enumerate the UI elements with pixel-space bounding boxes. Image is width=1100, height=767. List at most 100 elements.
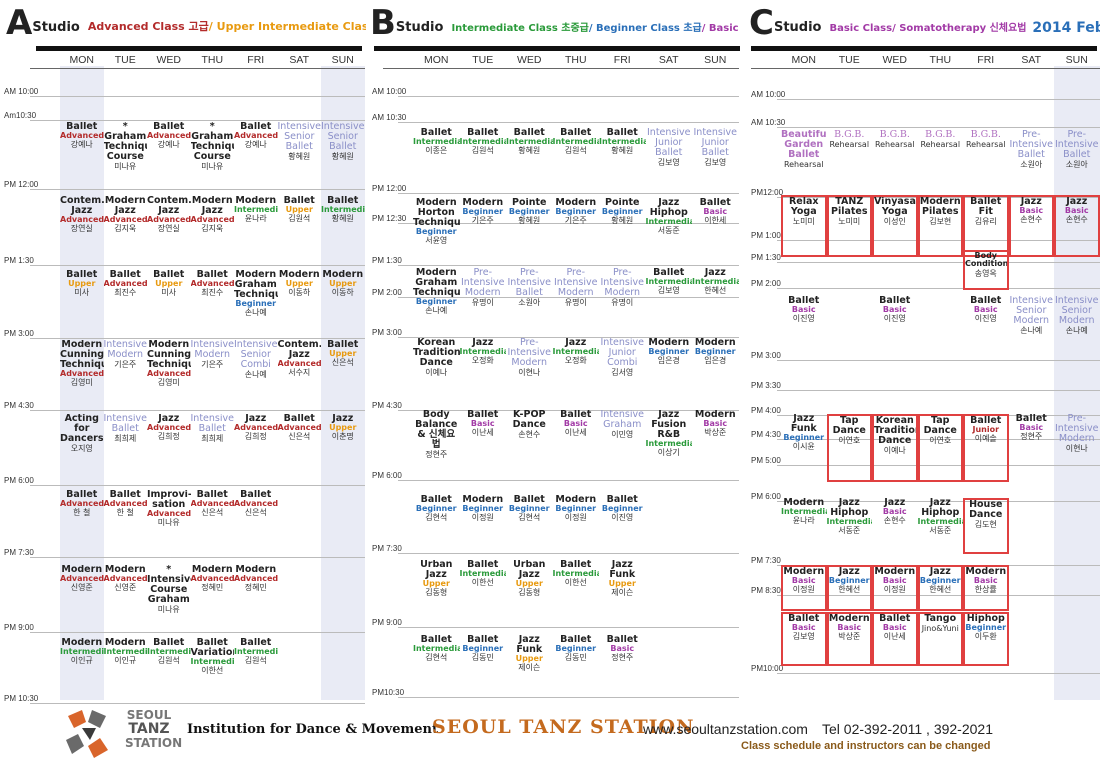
- class-cell[interactable]: Tango Jino&Yuni: [917, 612, 963, 666]
- class-cell[interactable]: Intensive Graham 이민영: [599, 410, 646, 478]
- class-cell[interactable]: Pre- Intensive Modern 유명이: [460, 268, 507, 332]
- class-cell[interactable]: Improvi- sation Advanced 미나유: [147, 490, 191, 556]
- class-cell[interactable]: Jazz Basic 손현수: [1054, 195, 1100, 257]
- class-cell[interactable]: Intensive Senior Modern 손나예: [1009, 296, 1055, 344]
- class-cell[interactable]: K-POP Dance 손현수: [506, 410, 553, 478]
- class-cell[interactable]: Ballet Upper 신은석: [321, 340, 365, 406]
- class-cell[interactable]: House Dance 김도현: [963, 498, 1009, 554]
- class-cell[interactable]: Intensive Junior Combi 김서영: [599, 338, 646, 404]
- class-cell[interactable]: Modern Horton TechniqueBeginner서윤영: [413, 198, 460, 264]
- class-cell[interactable]: Ballet Beginner 김동민: [553, 635, 600, 691]
- class-cell[interactable]: Modern Graham TechniqueBeginner손나예: [234, 270, 278, 334]
- class-cell[interactable]: Pointe Beginner 황혜원: [506, 198, 553, 264]
- class-cell[interactable]: Jazz Basic 손현수: [1008, 195, 1054, 257]
- class-cell[interactable]: Modern Upper 이동하: [321, 270, 365, 334]
- class-cell[interactable]: Ballet Advanced 한 철: [104, 490, 148, 556]
- class-cell[interactable]: Ballet Advanced 최진수: [104, 270, 148, 334]
- class-cell[interactable]: BalletIntermediate김현석: [413, 635, 460, 691]
- class-cell[interactable]: Ballet Basic 이난세: [553, 410, 600, 478]
- class-cell[interactable]: Ballet Basic 이난세: [460, 410, 507, 478]
- class-cell[interactable]: Pre- Intensive Modern 이현나: [1054, 414, 1100, 482]
- class-cell[interactable]: Modern Jazz Advanced 김지욱: [191, 196, 235, 260]
- class-cell[interactable]: Jazz HiphopIntermediate서동준: [918, 498, 964, 554]
- class-cell[interactable]: Contem. Jazz Advanced 서수지: [278, 340, 322, 406]
- class-cell[interactable]: Pre- Intensive Ballet 소원아: [1009, 130, 1055, 188]
- class-cell[interactable]: B.G.B. Rehearsal: [963, 130, 1009, 188]
- class-cell[interactable]: B.G.B. Rehearsal: [872, 130, 918, 188]
- class-cell[interactable]: Ballet Upper 김원석: [278, 196, 322, 260]
- body-conditioning-cell[interactable]: Body Conditioning송영옥: [963, 250, 1009, 290]
- class-cell[interactable]: Jazz Beginner 한혜선: [826, 565, 872, 611]
- class-cell[interactable]: Intensive Senior Ballet 황혜원: [278, 122, 322, 186]
- class-cell[interactable]: Modern Basic 이정원: [872, 565, 918, 611]
- class-cell[interactable]: JazzIntermediate오정화: [460, 338, 507, 404]
- class-cell[interactable]: Ballet Advanced 강예나: [60, 122, 104, 186]
- class-cell[interactable]: Ballet Advanced 강예나: [147, 122, 191, 186]
- class-cell[interactable]: Contem. Jazz Advanced 장연실: [60, 196, 104, 260]
- class-cell[interactable]: Jazz Funk Upper 제이슨: [599, 560, 646, 622]
- class-cell[interactable]: Acting for Dancers 오지영: [60, 414, 104, 480]
- class-cell[interactable]: ModernIntermediate이인규: [60, 638, 104, 700]
- class-cell[interactable]: JazzIntermediate한혜선: [692, 268, 739, 332]
- class-cell[interactable]: Ballet Beginner 김현석: [506, 495, 553, 551]
- class-cell[interactable]: Ballet Basic 김보영: [781, 612, 827, 666]
- class-cell[interactable]: Jazz Beginner 한혜선: [917, 565, 963, 611]
- class-cell[interactable]: Jazz Funk Beginner 이시윤: [781, 414, 827, 482]
- class-cell[interactable]: Modern Beginner 기은주: [460, 198, 507, 264]
- class-cell[interactable]: Modern Advanced 신영준: [104, 565, 148, 627]
- class-cell[interactable]: B.G.B. Rehearsal: [918, 130, 964, 188]
- class-cell[interactable]: Intensive Senior Modern 손나예: [1054, 296, 1100, 344]
- class-cell[interactable]: Pre- Intensive Modern 유명이: [553, 268, 600, 332]
- class-cell[interactable]: BalletIntermediate황혜원: [599, 128, 646, 188]
- class-cell[interactable]: Modern Beginner 이정원: [553, 495, 600, 551]
- class-cell[interactable]: Ballet Basic 이진영: [963, 296, 1009, 344]
- class-cell[interactable]: Modern Advanced 정혜민: [191, 565, 235, 627]
- class-cell[interactable]: ModernIntermediate윤나라: [781, 498, 827, 554]
- class-cell[interactable]: ModernIntermediate윤나라: [234, 196, 278, 260]
- class-cell[interactable]: Jazz Advanced 김희정: [147, 414, 191, 480]
- class-cell[interactable]: Ballet Basic 정현주: [599, 635, 646, 691]
- class-cell[interactable]: BalletIntermediate이한선: [460, 560, 507, 622]
- class-cell[interactable]: Jazz Upper 이춘명: [321, 414, 365, 480]
- class-cell[interactable]: Ballet Beginner 김현석: [413, 495, 460, 551]
- class-cell[interactable]: Intensive Modern 기은주: [104, 340, 148, 406]
- class-cell[interactable]: Vinyasa Yoga 이성인: [872, 195, 918, 257]
- class-cell[interactable]: BalletIntermediate황혜원: [321, 196, 365, 260]
- class-cell[interactable]: Ballet Advanced 강예나: [234, 122, 278, 186]
- class-cell[interactable]: Modern Jazz Advanced 김지욱: [104, 196, 148, 260]
- class-cell[interactable]: BalletIntermediate김원석: [460, 128, 507, 188]
- class-cell[interactable]: Jazz HiphopIntermediate서동준: [646, 198, 693, 264]
- class-cell[interactable]: Modern Beginner 임은경: [646, 338, 693, 404]
- class-cell[interactable]: Ballet Junior 이예솔: [963, 414, 1009, 482]
- class-cell[interactable]: Body Balance & 신체요법 정현주: [413, 410, 460, 478]
- class-cell[interactable]: Urban Jazz Upper 김동형: [506, 560, 553, 622]
- class-cell[interactable]: Hiphop Beginner 이두환: [963, 612, 1009, 666]
- website-link[interactable]: www.seoultanzstation.com: [643, 721, 808, 737]
- class-cell[interactable]: Tap Dance 이연호: [826, 414, 872, 482]
- class-cell[interactable]: Modern Advanced 정혜민: [234, 565, 278, 627]
- class-cell[interactable]: Modern Beginner 임은경: [692, 338, 739, 404]
- class-cell[interactable]: Modern Beginner 이정원: [460, 495, 507, 551]
- class-cell[interactable]: Ballet Upper 미사: [60, 270, 104, 334]
- class-cell[interactable]: Intensive Junior Ballet 김보영: [646, 128, 693, 188]
- class-cell[interactable]: Modern Graham TechniqueBeginner손나예: [413, 268, 460, 332]
- class-cell[interactable]: Urban Jazz Upper 김동형: [413, 560, 460, 622]
- class-cell[interactable]: Modern Advanced 신영준: [60, 565, 104, 627]
- class-cell[interactable]: Jazz Basic 손현수: [872, 498, 918, 554]
- class-cell[interactable]: BalletIntermediate김원석: [234, 638, 278, 700]
- class-cell[interactable]: Beautiful Garden Ballet Rehearsal: [781, 130, 827, 188]
- class-cell[interactable]: Ballet Advanced 신은석: [234, 490, 278, 556]
- class-cell[interactable]: Modern Pilates 김보현: [917, 195, 963, 257]
- class-cell[interactable]: BalletIntermediate김보영: [646, 268, 693, 332]
- class-cell[interactable]: Modern Upper 이동하: [278, 270, 322, 334]
- class-cell[interactable]: Ballet Beginner 이진영: [599, 495, 646, 551]
- class-cell[interactable]: Intensive Senior Ballet 황혜원: [321, 122, 365, 186]
- class-cell[interactable]: Pre- Intensive Ballet 소원아: [506, 268, 553, 332]
- class-cell[interactable]: Modern Cunningham TechniqueAdvanced김영미: [60, 340, 104, 406]
- class-cell[interactable]: Tap Dance 이연호: [917, 414, 963, 482]
